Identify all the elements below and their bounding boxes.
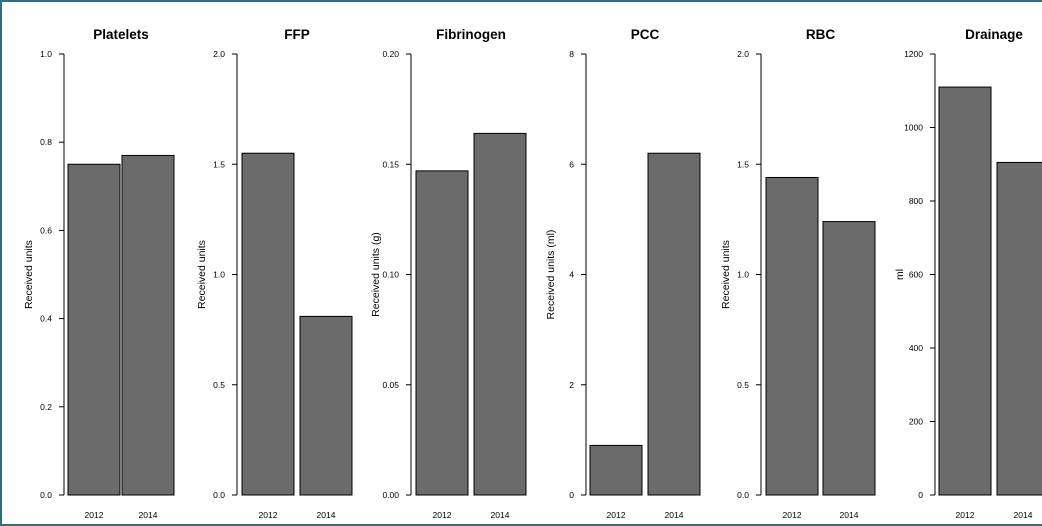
y-tick-label: 0.2 [40, 402, 52, 412]
bar-2014 [822, 221, 876, 496]
bar-2014 [473, 132, 527, 496]
y-tick-label: 0.0 [737, 490, 749, 500]
y-tick-label: 4 [569, 270, 574, 280]
panel-title: RBC [806, 27, 835, 42]
y-tick-label: 800 [909, 196, 923, 206]
y-tick-label: 0.0 [213, 490, 225, 500]
y-tick-label: 6 [569, 159, 574, 169]
y-tick-label: 200 [909, 417, 923, 427]
y-tick-label: 1.5 [213, 159, 225, 169]
category-label: 2012 [85, 510, 104, 520]
bar-2012 [415, 170, 469, 496]
y-tick-label: 1.0 [40, 49, 52, 59]
category-label: 2014 [1014, 510, 1033, 520]
y-tick-label: 1000 [904, 123, 923, 133]
panel-title: Drainage [965, 27, 1023, 42]
category-label: 2012 [956, 510, 975, 520]
y-tick-label: 1.0 [213, 270, 225, 280]
y-tick-label: 0.20 [382, 49, 399, 59]
y-tick-label: 0.10 [382, 270, 399, 280]
panel-title: Fibrinogen [436, 27, 506, 42]
y-axis-label: Received units (ml) [545, 230, 557, 320]
bar-2012 [67, 163, 121, 496]
panel-title: FFP [284, 27, 310, 42]
y-axis-label: ml [894, 269, 906, 280]
y-tick-label: 0.4 [40, 314, 52, 324]
y-axis-label: Received units [23, 240, 35, 309]
panel-title: PCC [631, 27, 660, 42]
bar-2014 [121, 154, 175, 496]
bar-2012 [765, 176, 819, 496]
bar-2012 [938, 86, 992, 496]
y-tick-label: 400 [909, 343, 923, 353]
y-tick-label: 0.00 [382, 490, 399, 500]
y-tick-label: 0 [918, 490, 923, 500]
category-label: 2014 [317, 510, 336, 520]
category-label: 2012 [783, 510, 802, 520]
y-axis-label: Received units [196, 240, 208, 309]
y-tick-label: 2 [569, 380, 574, 390]
category-label: 2012 [607, 510, 626, 520]
y-tick-label: 600 [909, 270, 923, 280]
bar-2014 [996, 161, 1042, 496]
y-tick-label: 0.8 [40, 137, 52, 147]
category-label: 2014 [665, 510, 684, 520]
y-tick-label: 0.6 [40, 225, 52, 235]
y-tick-label: 1200 [904, 49, 923, 59]
category-label: 2014 [491, 510, 510, 520]
y-axis-label: Received units [720, 240, 732, 309]
y-tick-label: 1.0 [737, 270, 749, 280]
panel-title: Platelets [93, 27, 149, 42]
y-tick-label: 1.5 [737, 159, 749, 169]
bar-2014 [299, 315, 353, 496]
category-label: 2012 [433, 510, 452, 520]
bar-2012 [589, 444, 643, 496]
y-tick-label: 0.5 [737, 380, 749, 390]
y-tick-label: 0.05 [382, 380, 399, 390]
category-label: 2012 [259, 510, 278, 520]
y-tick-label: 0.15 [382, 159, 399, 169]
y-tick-label: 0 [569, 490, 574, 500]
bar-2012 [241, 152, 295, 496]
y-tick-label: 2.0 [213, 49, 225, 59]
y-tick-label: 0.0 [40, 490, 52, 500]
category-label: 2014 [139, 510, 158, 520]
y-tick-label: 2.0 [737, 49, 749, 59]
y-tick-label: 0.5 [213, 380, 225, 390]
y-tick-label: 8 [569, 49, 574, 59]
y-axis-label: Received units (g) [370, 232, 382, 317]
category-label: 2014 [840, 510, 859, 520]
bar-2014 [647, 152, 701, 496]
